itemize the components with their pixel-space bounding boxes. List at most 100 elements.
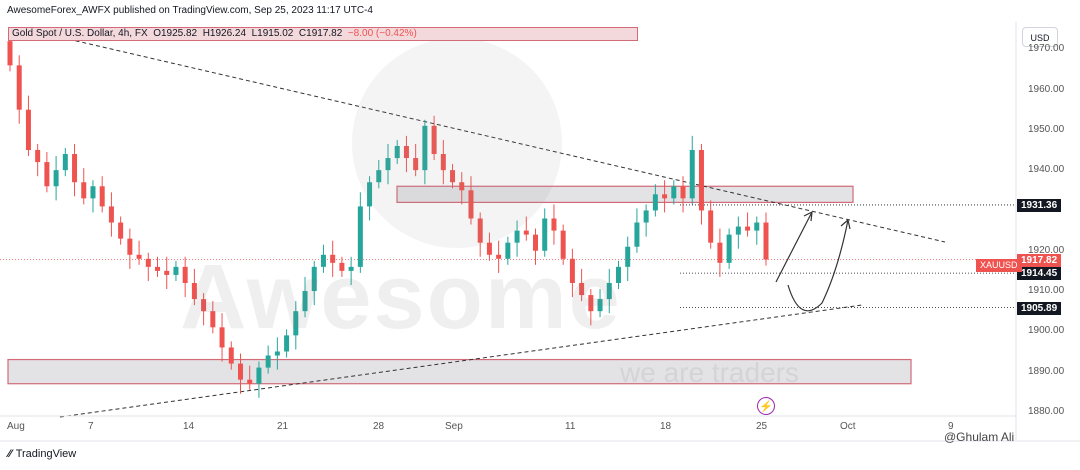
candle-body <box>652 194 658 211</box>
symbol-legend[interactable]: Gold Spot / U.S. Dollar, 4h, FX O1925.82… <box>12 28 417 39</box>
candle[interactable] <box>597 289 603 318</box>
candle[interactable] <box>99 176 105 213</box>
candle[interactable] <box>754 216 760 245</box>
candle[interactable] <box>477 212 483 257</box>
candle[interactable] <box>44 152 50 193</box>
candle[interactable] <box>468 176 474 225</box>
candle-body <box>606 282 612 300</box>
candle-body <box>514 230 520 243</box>
candle[interactable] <box>25 95 31 157</box>
candle[interactable] <box>72 143 78 197</box>
zone-support <box>7 358 912 385</box>
candle[interactable] <box>293 301 299 350</box>
candle[interactable] <box>219 313 225 362</box>
candle[interactable] <box>385 143 391 185</box>
candle[interactable] <box>228 341 234 370</box>
candle[interactable] <box>708 200 714 249</box>
candle[interactable] <box>680 176 686 213</box>
candle[interactable] <box>237 353 243 394</box>
tradingview-brand: TradingView <box>15 448 77 460</box>
candle[interactable] <box>505 236 511 265</box>
candle[interactable] <box>7 35 13 72</box>
candle[interactable] <box>284 329 290 358</box>
candle[interactable] <box>560 224 566 265</box>
candle[interactable] <box>210 301 216 334</box>
candle[interactable] <box>533 228 539 265</box>
candle[interactable] <box>643 204 649 237</box>
candle[interactable] <box>182 256 188 298</box>
candle[interactable] <box>311 260 317 306</box>
candle[interactable] <box>339 256 345 277</box>
candle[interactable] <box>302 276 308 318</box>
candle[interactable] <box>579 268 585 302</box>
candle[interactable] <box>62 147 68 177</box>
candle[interactable] <box>173 260 179 281</box>
candle[interactable] <box>735 216 741 249</box>
candle[interactable] <box>127 228 133 269</box>
candle[interactable] <box>422 119 428 185</box>
candle[interactable] <box>689 135 695 205</box>
candle[interactable] <box>35 143 41 177</box>
candle[interactable] <box>394 139 400 165</box>
candle[interactable] <box>136 240 142 265</box>
candle[interactable] <box>542 208 548 257</box>
candle[interactable] <box>726 228 732 269</box>
candle[interactable] <box>551 204 557 245</box>
candle[interactable] <box>745 212 751 237</box>
candle[interactable] <box>16 55 22 124</box>
candle[interactable] <box>367 176 373 221</box>
lightning-event-icon[interactable]: ⚡ <box>757 397 775 415</box>
candle[interactable] <box>348 256 354 285</box>
candle[interactable] <box>320 244 326 273</box>
candle[interactable] <box>606 268 612 314</box>
candle[interactable] <box>330 240 336 277</box>
candle[interactable] <box>634 208 640 253</box>
candle[interactable] <box>569 248 575 298</box>
candle[interactable] <box>403 135 409 173</box>
candle-body <box>210 311 216 328</box>
tradingview-logo[interactable]: ⁄⁄ TradingView <box>8 448 76 460</box>
currency-button[interactable]: USD <box>1022 27 1058 47</box>
candle[interactable] <box>459 172 465 205</box>
candle[interactable] <box>523 216 529 241</box>
candle[interactable] <box>90 180 96 213</box>
candle[interactable] <box>450 164 456 189</box>
candle[interactable] <box>652 184 658 217</box>
candle[interactable] <box>615 260 621 290</box>
candle[interactable] <box>201 293 207 326</box>
legend-change: −8.00 (−0.42%) <box>347 28 417 39</box>
candle[interactable] <box>376 160 382 189</box>
candle[interactable] <box>265 345 271 374</box>
candle[interactable] <box>53 156 59 201</box>
candles-layer[interactable] <box>7 35 769 398</box>
candle[interactable] <box>357 192 363 273</box>
candle[interactable] <box>118 216 124 245</box>
candle[interactable] <box>496 240 502 273</box>
candle[interactable] <box>164 256 170 290</box>
candle[interactable] <box>763 212 769 266</box>
candle[interactable] <box>440 139 446 185</box>
candle[interactable] <box>717 228 723 277</box>
candle[interactable] <box>625 236 631 281</box>
candle[interactable] <box>588 289 594 326</box>
legend-low: L1915.02 <box>251 28 294 39</box>
candle-body <box>182 266 188 283</box>
candle[interactable] <box>662 180 668 213</box>
candle-body <box>99 186 105 207</box>
candle[interactable] <box>247 365 253 390</box>
candle[interactable] <box>108 192 114 237</box>
candle[interactable] <box>698 143 704 225</box>
candle[interactable] <box>671 180 677 205</box>
candle[interactable] <box>191 268 197 306</box>
candle[interactable] <box>145 252 151 281</box>
price-tag: 1905.89 <box>1017 301 1062 315</box>
candle[interactable] <box>81 168 87 205</box>
candle[interactable] <box>274 337 280 370</box>
candle[interactable] <box>413 143 419 177</box>
candle[interactable] <box>256 361 262 398</box>
candle[interactable] <box>486 232 492 261</box>
candle[interactable] <box>514 220 520 257</box>
candle[interactable] <box>431 115 437 161</box>
candle[interactable] <box>155 256 161 277</box>
